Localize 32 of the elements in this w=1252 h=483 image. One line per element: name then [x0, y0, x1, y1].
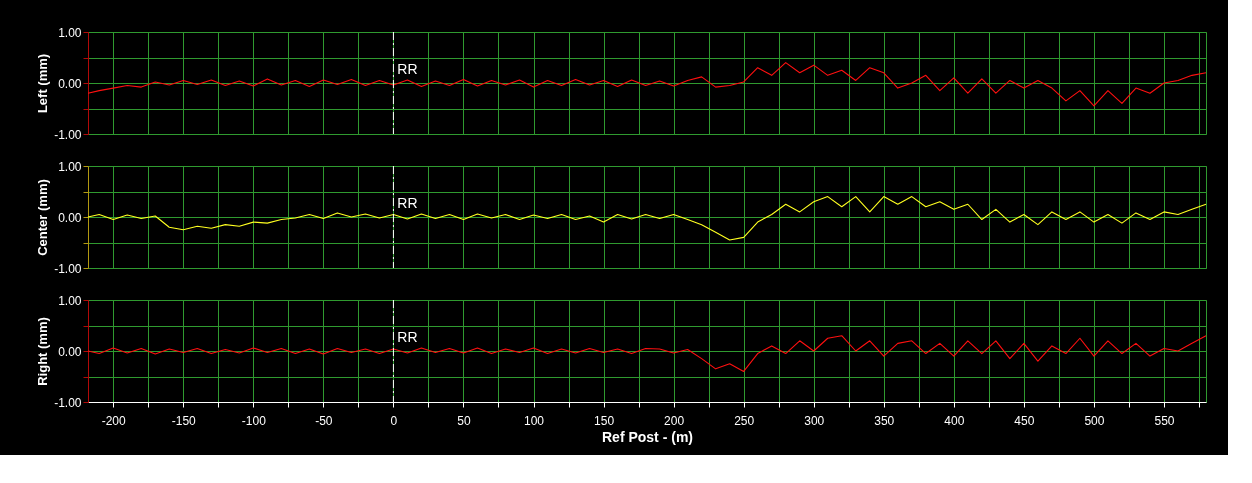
x-tick-label: 400 — [944, 413, 965, 428]
y-tick-label: 0.00 — [58, 344, 82, 359]
x-tick-label: 200 — [664, 413, 685, 428]
x-tick-label: 100 — [524, 413, 545, 428]
y-tick-label: 1.00 — [58, 25, 82, 40]
ref-line-label: RR — [397, 329, 418, 345]
x-axis-title: Ref Post - (m) — [602, 428, 693, 445]
ref-line-label: RR — [397, 61, 418, 77]
y-tick-label: 1.00 — [58, 159, 82, 174]
y-axis-title: Left (mm) — [35, 53, 51, 114]
y-tick-label: 0.00 — [58, 76, 82, 91]
x-tick-label: 0 — [390, 413, 398, 428]
y-tick-label: -1.00 — [54, 127, 82, 142]
x-tick-label: -100 — [241, 413, 267, 428]
ref-line-label: RR — [397, 195, 418, 211]
x-tick-label: 450 — [1014, 413, 1035, 428]
x-tick-label: 50 — [457, 413, 471, 428]
x-tick-label: 500 — [1084, 413, 1105, 428]
x-tick-label: 250 — [734, 413, 755, 428]
y-tick-label: -1.00 — [54, 261, 82, 276]
x-tick-label: 350 — [874, 413, 895, 428]
x-tick-label: -50 — [315, 413, 333, 428]
y-axis-title: Center (mm) — [35, 179, 51, 256]
y-tick-label: -1.00 — [54, 395, 82, 410]
x-tick-label: 550 — [1154, 413, 1175, 428]
x-tick-label: 150 — [594, 413, 615, 428]
x-tick-label: -200 — [101, 413, 127, 428]
x-tick-label: 300 — [804, 413, 825, 428]
y-axis-title: Right (mm) — [35, 317, 51, 386]
y-tick-label: 1.00 — [58, 293, 82, 308]
x-tick-label: -150 — [171, 413, 197, 428]
y-tick-label: 0.00 — [58, 210, 82, 225]
